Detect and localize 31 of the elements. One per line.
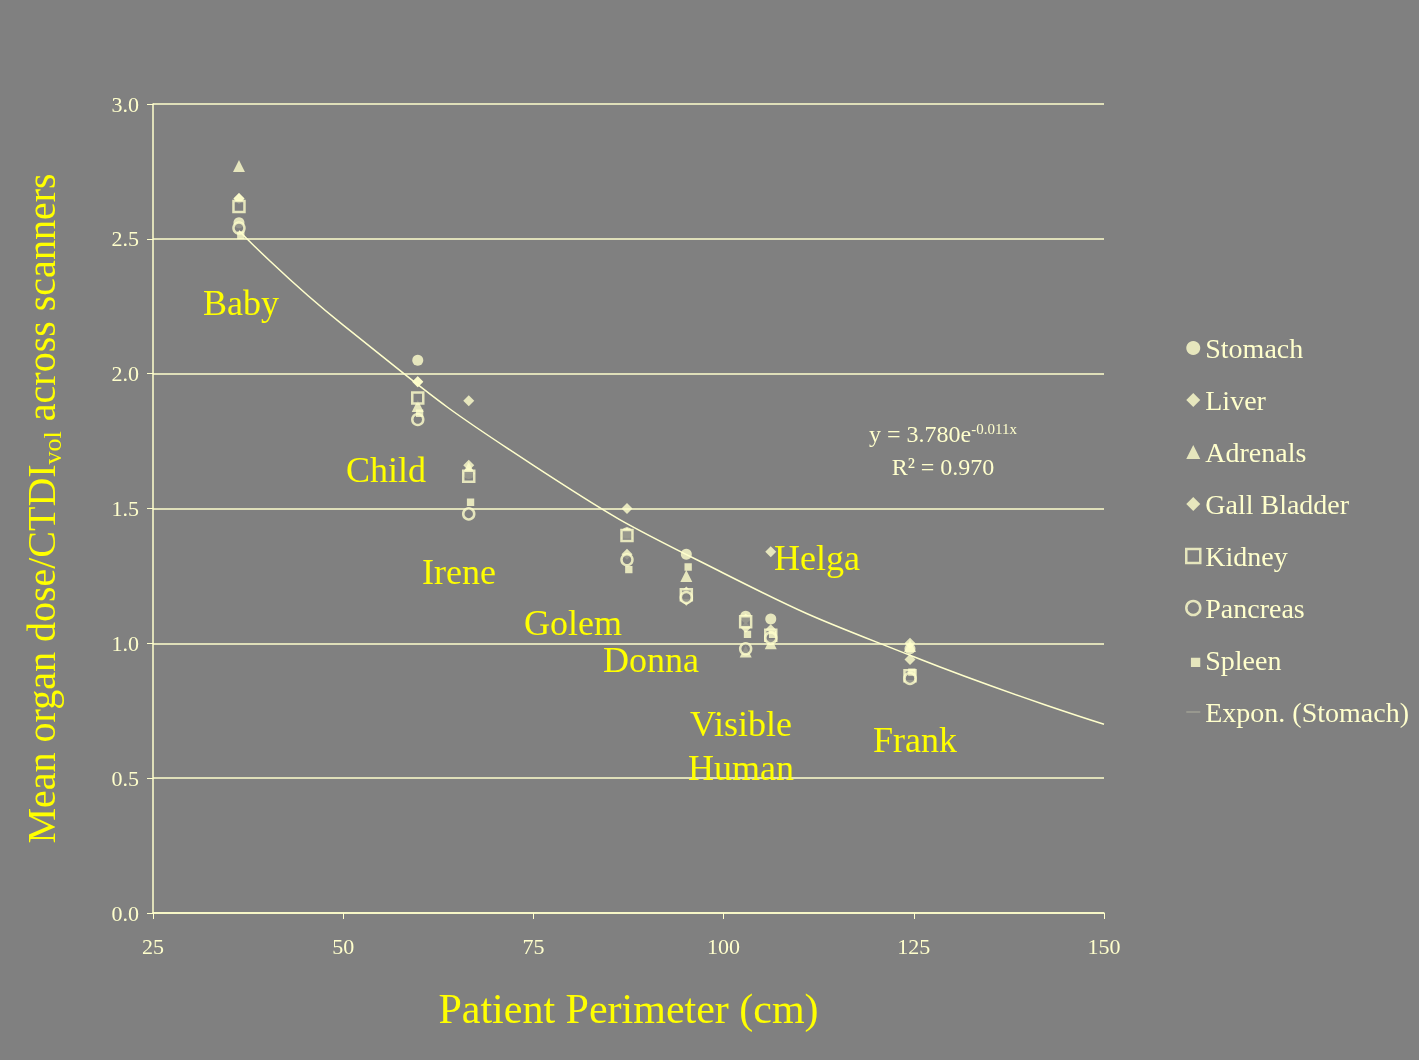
legend-label: Kidney <box>1205 540 1288 572</box>
legend-label: Spleen <box>1205 644 1282 676</box>
legend-label: Adrenals <box>1205 436 1307 468</box>
y-tick-label: 1.5 <box>111 496 139 521</box>
y-tick-label: 0.0 <box>111 900 139 926</box>
x-tick-label: 50 <box>332 933 355 959</box>
annotation: Golem <box>524 603 622 643</box>
legend-label: Expon. (Stomach) <box>1205 696 1410 728</box>
annotation: Baby <box>203 283 279 323</box>
annotation: Donna <box>603 640 700 680</box>
legend-label: Stomach <box>1205 332 1304 364</box>
legend-label: Pancreas <box>1205 592 1305 624</box>
x-tick-label: 150 <box>1087 933 1121 959</box>
legend-label: Gall Bladder <box>1205 488 1350 520</box>
annotation: Helga <box>774 538 860 578</box>
y-tick-label: 0.5 <box>111 765 139 791</box>
annotation: R² = 0.970 <box>891 454 995 480</box>
annotation: Child <box>345 450 427 490</box>
y-tick-label: 2.5 <box>111 226 139 252</box>
annotation: Frank <box>873 720 957 760</box>
x-tick-label: 100 <box>707 933 741 959</box>
x-tick-label: 25 <box>142 933 164 959</box>
y-tick-label: 2.0 <box>111 361 139 387</box>
y-axis-title: Mean organ dose/CTDIvol across scanners <box>18 173 67 844</box>
x-tick-label: 75 <box>522 933 545 959</box>
y-tick-label: 1.0 <box>111 630 139 656</box>
x-tick-label: 125 <box>897 933 931 959</box>
x-axis-title: Patient Perimeter (cm) <box>438 986 819 1033</box>
y-tick-label: 3.0 <box>111 91 139 117</box>
annotation: Irene <box>422 552 496 592</box>
legend-label: Liver <box>1205 384 1267 416</box>
